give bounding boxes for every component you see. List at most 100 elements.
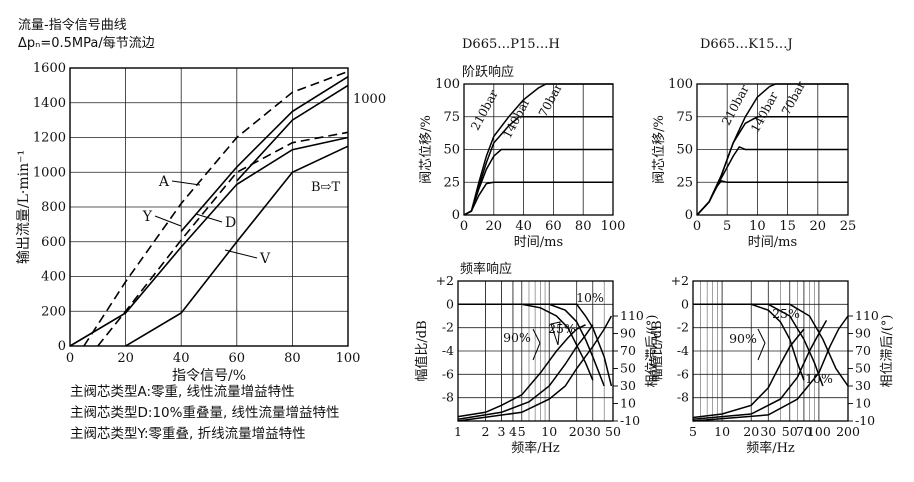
- y-tick-label-phase: -10: [620, 413, 640, 428]
- series-line-unnamed: [180, 76, 349, 232]
- curve-label-25: 25%: [548, 321, 576, 336]
- x-tick-label: 4: [509, 424, 517, 439]
- series-label-v: V: [259, 251, 271, 267]
- series-label-a: A: [158, 174, 170, 190]
- step-curve-75: [696, 116, 848, 216]
- series-line-v: [125, 145, 349, 347]
- series-label-y: Y: [142, 209, 153, 225]
- y-axis-label: 阀芯位移/%: [652, 115, 667, 184]
- magnitude-curve-25: [458, 303, 605, 387]
- y-tick-label-db: -6: [442, 366, 454, 381]
- y-tick-label-phase: 70: [620, 343, 636, 358]
- x-tick-label: 60: [229, 351, 246, 366]
- phase-curve-90: [457, 324, 586, 418]
- y-tick-label: 0: [58, 339, 66, 354]
- x-tick-label: 20: [810, 219, 827, 234]
- note-spool-d: 主阀芯类型D:10%重叠量, 线性流量增益特性: [70, 405, 340, 421]
- step-response-chart-k15: D665…K15…J 0 5 10 15 20 25 0 25 50 75 100 时间/ms 阀芯位移/…: [652, 37, 856, 250]
- y-tick-label-phase: 50: [855, 361, 871, 376]
- y-tick-label-db: -4: [442, 343, 454, 358]
- y-tick-label-phase: 110: [620, 308, 644, 323]
- y-axis-label: 阀芯位移/%: [419, 115, 434, 184]
- x-tick-label: 5: [689, 424, 697, 439]
- x-tick-label: 40: [515, 219, 532, 234]
- series-line-d: [97, 131, 349, 347]
- step-curve-75: [463, 116, 613, 216]
- x-tick-label: 70: [796, 424, 812, 439]
- note-spool-y: 主阀芯类型Y:零重叠, 折线流量增益特性: [70, 426, 306, 442]
- chart-title: D665…K15…J: [700, 37, 793, 52]
- x-tick-label: 5: [723, 219, 731, 234]
- step-curve-50: [696, 145, 848, 216]
- phase-curve-25: [457, 324, 594, 421]
- y-tick-label: 1200: [33, 131, 66, 146]
- x-tick-label: 80: [284, 351, 301, 366]
- y-tick-label: 25: [443, 175, 460, 190]
- x-tick-label: 2: [481, 424, 489, 439]
- x-tick-label: 0: [66, 351, 74, 366]
- x-tick-label: 20: [569, 424, 585, 439]
- y-tick-label: 1400: [33, 96, 66, 111]
- curve-label-140bar: 140bar: [500, 95, 533, 140]
- y-tick-label-db: -4: [677, 343, 689, 358]
- x-tick-label: 30: [760, 424, 776, 439]
- x-tick-label: 20: [486, 219, 503, 234]
- phase-curve-25: [692, 320, 828, 421]
- series-line-a: [83, 70, 349, 347]
- y-tick-label-db: 0: [446, 296, 454, 311]
- chart-subtitle: 频率响应: [460, 261, 512, 277]
- x-tick-label: 20: [117, 351, 134, 366]
- y-tick-label-phase: 10: [620, 396, 636, 411]
- x-axis-label: 频率/Hz: [511, 440, 560, 456]
- y-tick-label: 0: [452, 208, 460, 223]
- y-tick-label: 50: [676, 143, 693, 158]
- x-tick-label: 100: [601, 219, 626, 234]
- leader-line-v: [224, 249, 258, 259]
- y-tick-label-db: 0: [681, 296, 689, 311]
- magnitude-curve-10: [693, 303, 849, 387]
- y-tick-label-db: -8: [442, 390, 454, 405]
- magnitude-curve-25: [693, 303, 824, 387]
- x-axis-label: 时间/ms: [514, 235, 563, 250]
- y-tick-label: 800: [41, 200, 66, 215]
- y-tick-label-phase: 70: [855, 343, 871, 358]
- y-tick-label-db: -2: [677, 320, 689, 335]
- x-tick-label: 40: [173, 351, 190, 366]
- leader-line-d: [195, 213, 223, 223]
- y-tick-label: 50: [443, 143, 460, 158]
- magnitude-curve-10: [458, 303, 613, 387]
- phase-curve-10: [457, 315, 613, 422]
- x-axis-label: 时间/ms: [748, 235, 797, 250]
- y-tick-label-phase: 110: [855, 308, 879, 323]
- curve-label-25: 25%: [772, 306, 800, 321]
- y-tick-label-phase: 90: [620, 326, 636, 341]
- curve-label-90: 90%: [503, 330, 531, 345]
- x-tick-label: 10: [541, 424, 557, 439]
- y-tick-label-db: -2: [442, 320, 454, 335]
- y-tick-label-phase: 50: [620, 361, 636, 376]
- curve-label-90: 90%: [729, 331, 757, 346]
- curve-label-10: 10%: [805, 371, 833, 386]
- chart-subtitle: 阶跃响应: [462, 64, 514, 80]
- y-tick-label: 400: [41, 270, 66, 285]
- series-label-d: D: [225, 215, 236, 231]
- phase-curve-90: [692, 328, 805, 419]
- y-tick-label: 75: [676, 110, 693, 125]
- y-tick-label: 1000: [33, 165, 66, 180]
- y-tick-label-phase: 90: [855, 326, 871, 341]
- series-label-1000: 1000: [353, 92, 386, 107]
- leader-line-y: [154, 215, 182, 227]
- x-axis-label: 指令信号/%: [172, 368, 246, 384]
- y-axis-label: 输出流量/L·min⁻¹: [16, 150, 32, 264]
- y-tick-label-db: -6: [677, 366, 689, 381]
- y-tick-label-db: +2: [436, 273, 454, 288]
- x-tick-label: 15: [779, 219, 796, 234]
- x-tick-label: 10: [749, 219, 766, 234]
- x-tick-label: 3: [498, 424, 506, 439]
- series-line-1000: [236, 84, 349, 182]
- phase-curve-10: [692, 315, 849, 422]
- x-tick-label: 80: [575, 219, 592, 234]
- x-tick-label: 5: [518, 424, 526, 439]
